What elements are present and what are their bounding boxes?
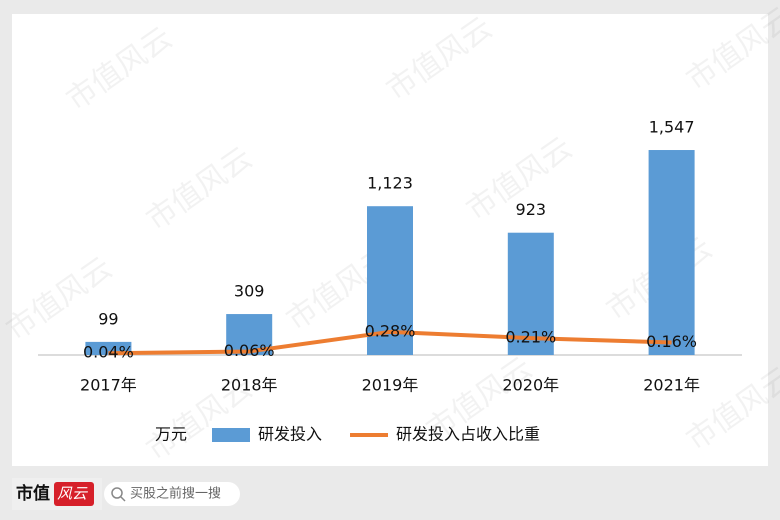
- legend-swatch: [212, 428, 250, 442]
- data-label: 0.06%: [224, 341, 275, 360]
- line: [108, 329, 672, 356]
- x-tick-label: 2017年: [80, 376, 137, 395]
- legend-label: 研发投入: [258, 425, 322, 444]
- x-tick-label: 2021年: [643, 376, 700, 395]
- logo-main: 市值: [16, 483, 50, 504]
- data-label: 0.16%: [646, 332, 697, 351]
- search-icon-handle: [120, 496, 126, 502]
- data-label: 99: [98, 309, 118, 328]
- data-label: 309: [234, 282, 265, 301]
- data-label: 0.04%: [83, 343, 134, 362]
- x-tick-label: 2018年: [221, 376, 278, 395]
- legend-label: 研发投入占收入比重: [396, 425, 540, 444]
- bar: [648, 150, 695, 355]
- data-label: 923: [516, 200, 547, 219]
- data-label: 0.28%: [365, 321, 416, 340]
- logo-box: [54, 482, 94, 506]
- logo-accent: 风云: [57, 485, 88, 503]
- data-label: 0.21%: [505, 328, 556, 347]
- data-label: 1,123: [367, 174, 413, 193]
- search-box[interactable]: [104, 482, 240, 506]
- bar: [507, 232, 554, 355]
- x-tick-label: 2020年: [502, 376, 559, 395]
- search-icon: [111, 487, 123, 499]
- data-label: 1,547: [649, 118, 695, 137]
- x-tick-label: 2019年: [362, 376, 419, 395]
- plot: 2017年 2018年 2019年 2020年 2021年 99 309 1,123 923 1,…: [38, 118, 742, 444]
- search-text[interactable]: 买股之前搜一搜: [130, 486, 221, 502]
- unit-label: 万元: [155, 425, 187, 444]
